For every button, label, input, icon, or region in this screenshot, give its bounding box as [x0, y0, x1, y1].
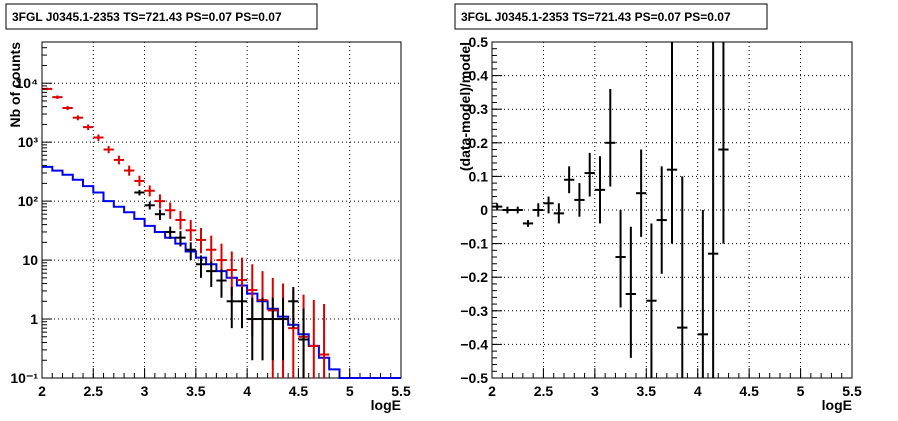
right-x-tick-label: 3 — [591, 383, 599, 399]
left-x-ticks: 2 2.5 3 3.5 4 4.5 5 5.5 — [38, 368, 411, 399]
left-x-tick-label: 2 — [38, 383, 46, 399]
left-y-tick-label: 10³ — [18, 134, 39, 150]
left-data-points — [134, 189, 309, 378]
left-x-tick-label: 4 — [243, 383, 251, 399]
left-x-tick-label: 5 — [346, 383, 354, 399]
left-x-axis-label: logE — [371, 397, 401, 413]
right-y-ticks: −0.5 −0.4 −0.3 −0.2 −0.1 0 0.1 0.2 0.3 0.4 0.5 — [460, 34, 502, 386]
left-title: 3FGL J0345.1-2353 TS=721.43 PS=0.07 PS=0… — [12, 10, 282, 24]
right-y-tick-label: −0.4 — [460, 336, 488, 352]
left-y-tick-label: 10² — [18, 193, 39, 209]
left-x-tick-label: 2.5 — [84, 383, 104, 399]
right-title-box — [454, 3, 768, 30]
right-y-tick-label: 0.2 — [469, 135, 489, 151]
right-x-tick-label: 2.5 — [534, 383, 554, 399]
right-x-axis-label: logE — [822, 397, 852, 413]
right-y-tick-label: 0.1 — [469, 168, 489, 184]
left-x-tick-label: 4.5 — [289, 383, 309, 399]
right-x-tick-label: 3.5 — [637, 383, 657, 399]
right-y-tick-label: −0.5 — [460, 370, 488, 386]
right-residual-points — [492, 42, 729, 378]
left-y-axis-label: Nb of counts — [7, 42, 23, 128]
right-y-axis-label: (data-model)/model — [457, 42, 473, 171]
right-y-tick-label: −0.1 — [460, 236, 488, 252]
left-plot-frame — [41, 41, 402, 379]
left-title-box — [5, 3, 318, 30]
left-y-tick-label: 1 — [30, 311, 38, 327]
left-y-tick-label: 10⁴ — [16, 75, 39, 91]
left-y-tick-label: 10 — [22, 252, 38, 268]
right-y-tick-label: −0.3 — [460, 303, 488, 319]
right-y-tick-label: 0.4 — [469, 68, 489, 84]
right-x-tick-label: 4 — [694, 383, 702, 399]
right-title: 3FGL J0345.1-2353 TS=721.43 PS=0.07 PS=0… — [461, 10, 731, 24]
right-y-tick-label: 0 — [480, 202, 488, 218]
right-x-tick-label: 5.5 — [842, 383, 862, 399]
right-x-tick-label: 5 — [797, 383, 805, 399]
left-panel: 3FGL J0345.1-2353 TS=721.43 PS=0.07 PS=0… — [5, 3, 411, 413]
right-panel: 3FGL J0345.1-2353 TS=721.43 PS=0.07 PS=0… — [454, 3, 862, 413]
left-x-tick-label: 3.5 — [186, 383, 206, 399]
right-y-tick-label: −0.2 — [460, 269, 488, 285]
left-y-ticks: 10⁻¹ 1 10 10² 10³ 10⁴ — [10, 41, 52, 386]
left-x-tick-label: 3 — [141, 383, 149, 399]
left-grid — [42, 42, 401, 378]
right-y-tick-label: 0.3 — [469, 101, 489, 117]
right-x-tick-label: 4.5 — [739, 383, 759, 399]
left-x-tick-label: 5.5 — [391, 383, 411, 399]
left-y-tick-label: 10⁻¹ — [10, 370, 38, 386]
right-x-tick-label: 2 — [488, 383, 496, 399]
right-x-ticks: 2 2.5 3 3.5 4 4.5 5 5.5 — [488, 368, 862, 399]
right-y-tick-label: 0.5 — [469, 34, 489, 50]
